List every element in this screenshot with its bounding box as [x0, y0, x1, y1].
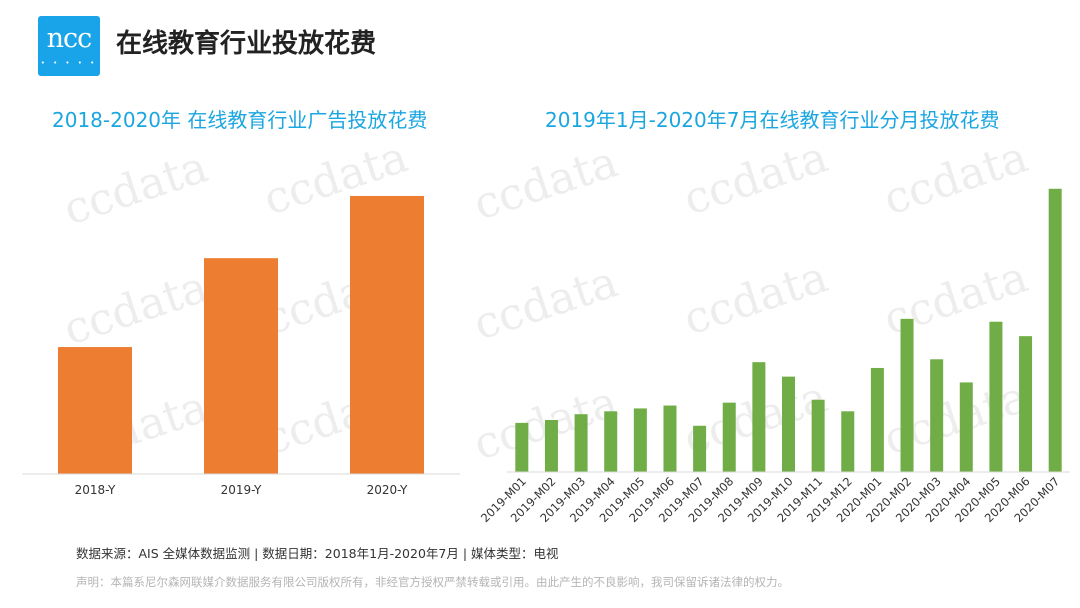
- watermark-2: ccdata: [58, 261, 214, 355]
- bar-2020-M05: [989, 321, 1003, 472]
- bar-2019-M05: [633, 408, 647, 472]
- bar-2020-M06: [1019, 336, 1033, 472]
- right-bar-chart: 2019-M012019-M022019-M032019-M042019-M05…: [478, 188, 1070, 525]
- logo-dots: • • • • •: [40, 59, 98, 67]
- bar-2019-M10: [782, 376, 795, 472]
- watermark-9: ccdata: [468, 256, 624, 350]
- x-tick-label: 2019-Y: [221, 483, 262, 497]
- bar-2020-M04: [959, 382, 973, 472]
- bar-2019-M08: [722, 402, 736, 472]
- copyright-disclaimer: 声明：本篇系尼尔森网联媒介数据服务有限公司版权所有，非经官方授权严禁转载或引用。…: [76, 575, 789, 589]
- watermark-6: ccdata: [468, 136, 624, 230]
- bar-2019-M01: [515, 422, 529, 472]
- watermark-8: ccdata: [878, 131, 1034, 225]
- bar-2019-M11: [811, 399, 825, 472]
- bar-2019-M09: [752, 362, 766, 472]
- bar-2019-M02: [544, 419, 558, 472]
- x-tick-label: 2020-Y: [367, 483, 408, 497]
- bar-2020-M03: [930, 359, 944, 472]
- left-bar-chart: 2018-Y 2019-Y 2020-Y: [22, 195, 460, 497]
- watermark-10: ccdata: [678, 251, 834, 345]
- bar-2019-M07: [693, 425, 707, 472]
- bar-2020-Y: [350, 195, 424, 474]
- ncc-logo: ncc • • • • •: [38, 16, 100, 76]
- bar-2019-M06: [663, 405, 677, 472]
- bar-2019-M04: [604, 411, 618, 472]
- left-chart-title: 2018-2020年 在线教育行业广告投放花费: [52, 108, 428, 132]
- right-chart-title: 2019年1月-2020年7月在线教育行业分月投放花费: [545, 108, 1000, 132]
- bar-2020-M02: [900, 318, 914, 472]
- data-source-note: 数据来源：AIS 全媒体数据监测 | 数据日期：2018年1月-2020年7月 …: [76, 546, 559, 561]
- bar-2019-M12: [841, 411, 855, 472]
- watermark-0: ccdata: [58, 141, 214, 235]
- x-tick-label: 2018-Y: [75, 483, 116, 497]
- bar-2019-M03: [574, 414, 588, 472]
- bar-2020-M07: [1048, 188, 1062, 472]
- logo-text: ncc: [46, 23, 93, 54]
- watermark-7: ccdata: [678, 131, 834, 225]
- bar-2019-Y: [204, 258, 278, 474]
- bar-2018-Y: [58, 347, 132, 474]
- page-title: 在线教育行业投放花费: [116, 29, 377, 59]
- bar-2020-M01: [870, 367, 884, 472]
